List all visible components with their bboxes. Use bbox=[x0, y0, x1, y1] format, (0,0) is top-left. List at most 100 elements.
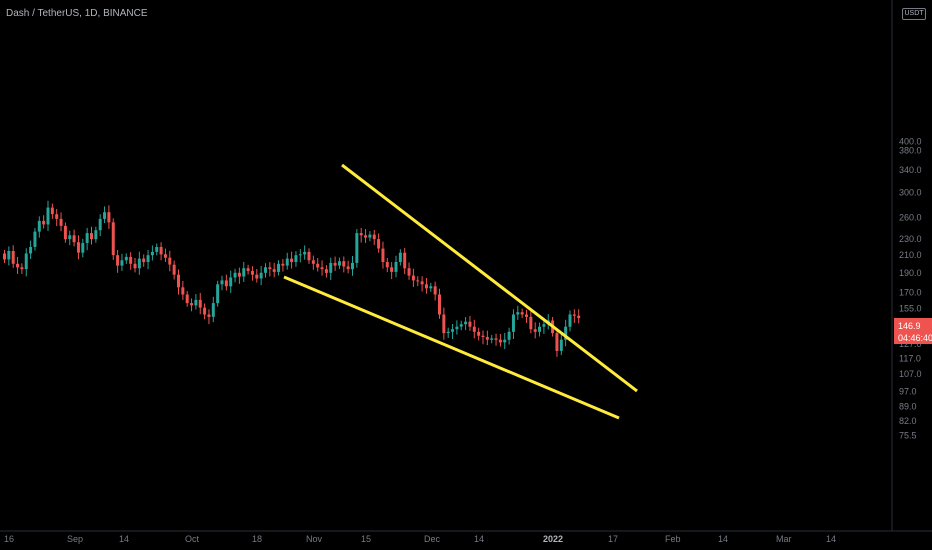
candle-down[interactable] bbox=[207, 314, 211, 317]
candle-down[interactable] bbox=[420, 281, 424, 285]
candle-up[interactable] bbox=[150, 251, 154, 256]
candle-down[interactable] bbox=[250, 271, 254, 275]
candle-up[interactable] bbox=[29, 247, 33, 254]
candle-down[interactable] bbox=[168, 257, 172, 265]
candle-down[interactable] bbox=[416, 280, 420, 282]
candle-down[interactable] bbox=[577, 315, 581, 319]
candle-up[interactable] bbox=[277, 263, 281, 272]
candle-down[interactable] bbox=[246, 268, 250, 271]
candle-up[interactable] bbox=[33, 231, 37, 247]
candle-down[interactable] bbox=[572, 314, 576, 316]
candle-up[interactable] bbox=[155, 247, 159, 252]
candle-up[interactable] bbox=[303, 251, 307, 255]
candle-up[interactable] bbox=[285, 258, 289, 266]
candle-up[interactable] bbox=[568, 314, 572, 327]
candle-down[interactable] bbox=[390, 267, 394, 272]
candle-up[interactable] bbox=[194, 299, 198, 306]
candle-up[interactable] bbox=[68, 235, 72, 240]
candle-up[interactable] bbox=[516, 312, 520, 315]
candle-down[interactable] bbox=[307, 251, 311, 261]
candle-down[interactable] bbox=[172, 264, 176, 275]
candle-down[interactable] bbox=[520, 312, 524, 315]
candle-down[interactable] bbox=[525, 314, 528, 317]
candle-down[interactable] bbox=[468, 321, 472, 327]
candle-up[interactable] bbox=[124, 256, 128, 261]
candle-down[interactable] bbox=[111, 222, 115, 256]
candle-up[interactable] bbox=[94, 230, 98, 240]
candle-down[interactable] bbox=[224, 280, 228, 287]
candle-up[interactable] bbox=[337, 261, 341, 266]
candle-down[interactable] bbox=[494, 338, 498, 340]
candle-down[interactable] bbox=[76, 242, 80, 253]
candle-up[interactable] bbox=[220, 280, 224, 285]
candle-down[interactable] bbox=[481, 335, 485, 337]
candle-down[interactable] bbox=[533, 329, 537, 332]
candle-up[interactable] bbox=[298, 254, 302, 256]
candle-up[interactable] bbox=[542, 324, 546, 327]
candle-up[interactable] bbox=[429, 286, 433, 289]
candle-down[interactable] bbox=[90, 233, 93, 240]
candle-down[interactable] bbox=[16, 263, 20, 268]
candle-up[interactable] bbox=[398, 252, 402, 262]
candle-up[interactable] bbox=[368, 234, 372, 238]
candle-up[interactable] bbox=[7, 251, 11, 260]
candle-up[interactable] bbox=[490, 338, 494, 340]
candle-down[interactable] bbox=[185, 294, 189, 304]
candle-up[interactable] bbox=[455, 326, 459, 330]
candle-down[interactable] bbox=[477, 331, 481, 336]
trendline-lower[interactable] bbox=[283, 275, 620, 420]
candle-down[interactable] bbox=[359, 233, 363, 236]
candle-down[interactable] bbox=[281, 263, 285, 266]
candle-up[interactable] bbox=[37, 220, 41, 232]
candle-up[interactable] bbox=[259, 272, 263, 279]
candle-up[interactable] bbox=[394, 262, 398, 272]
trendline-upper[interactable] bbox=[341, 163, 638, 393]
candle-down[interactable] bbox=[485, 337, 489, 340]
candle-up[interactable] bbox=[564, 326, 568, 340]
candle-down[interactable] bbox=[142, 258, 146, 263]
candle-down[interactable] bbox=[377, 239, 381, 249]
candle-down[interactable] bbox=[403, 252, 407, 269]
candle-down[interactable] bbox=[555, 333, 559, 351]
candle-up[interactable] bbox=[120, 260, 124, 266]
candle-down[interactable] bbox=[72, 235, 76, 243]
candle-down[interactable] bbox=[442, 314, 446, 334]
candle-down[interactable] bbox=[346, 266, 350, 270]
candle-up[interactable] bbox=[294, 255, 298, 262]
candle-down[interactable] bbox=[424, 284, 428, 289]
candle-down[interactable] bbox=[433, 286, 437, 295]
candle-down[interactable] bbox=[203, 307, 207, 315]
candle-down[interactable] bbox=[116, 255, 120, 266]
candle-down[interactable] bbox=[529, 316, 533, 330]
candle-down[interactable] bbox=[181, 287, 185, 295]
candle-down[interactable] bbox=[3, 253, 6, 260]
candle-down[interactable] bbox=[364, 235, 368, 238]
candle-up[interactable] bbox=[538, 326, 542, 332]
candle-down[interactable] bbox=[20, 267, 24, 270]
candle-down[interactable] bbox=[498, 339, 502, 343]
candle-up[interactable] bbox=[446, 331, 450, 334]
candle-down[interactable] bbox=[129, 256, 133, 264]
candle-down[interactable] bbox=[163, 254, 167, 258]
candle-up[interactable] bbox=[355, 233, 359, 263]
candle-down[interactable] bbox=[438, 294, 441, 315]
candle-down[interactable] bbox=[42, 220, 46, 225]
candle-up[interactable] bbox=[146, 255, 150, 262]
candle-down[interactable] bbox=[290, 258, 294, 263]
candle-down[interactable] bbox=[320, 267, 324, 270]
candle-up[interactable] bbox=[451, 329, 455, 332]
candle-up[interactable] bbox=[98, 218, 102, 231]
candle-down[interactable] bbox=[316, 263, 320, 268]
candle-up[interactable] bbox=[264, 267, 267, 273]
candle-up[interactable] bbox=[329, 262, 333, 273]
candle-up[interactable] bbox=[511, 314, 515, 332]
candle-down[interactable] bbox=[472, 326, 476, 332]
candle-up[interactable] bbox=[211, 303, 215, 317]
candle-down[interactable] bbox=[411, 275, 415, 281]
candle-down[interactable] bbox=[272, 269, 276, 272]
candle-up[interactable] bbox=[459, 324, 463, 327]
candle-up[interactable] bbox=[24, 253, 28, 270]
candle-down[interactable] bbox=[159, 247, 163, 255]
candle-down[interactable] bbox=[50, 207, 54, 215]
